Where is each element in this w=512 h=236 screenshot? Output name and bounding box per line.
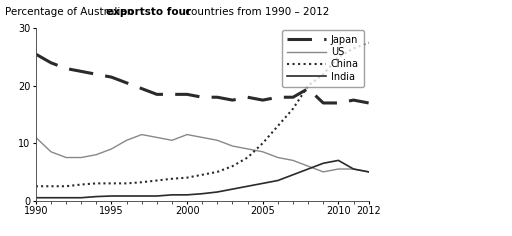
Text: countries from 1990 – 2012: countries from 1990 – 2012 <box>182 7 329 17</box>
Legend: Japan, US, China, India: Japan, US, China, India <box>282 30 364 87</box>
Text: exportsto four: exportsto four <box>106 7 191 17</box>
Text: Percentage of Australian: Percentage of Australian <box>5 7 137 17</box>
